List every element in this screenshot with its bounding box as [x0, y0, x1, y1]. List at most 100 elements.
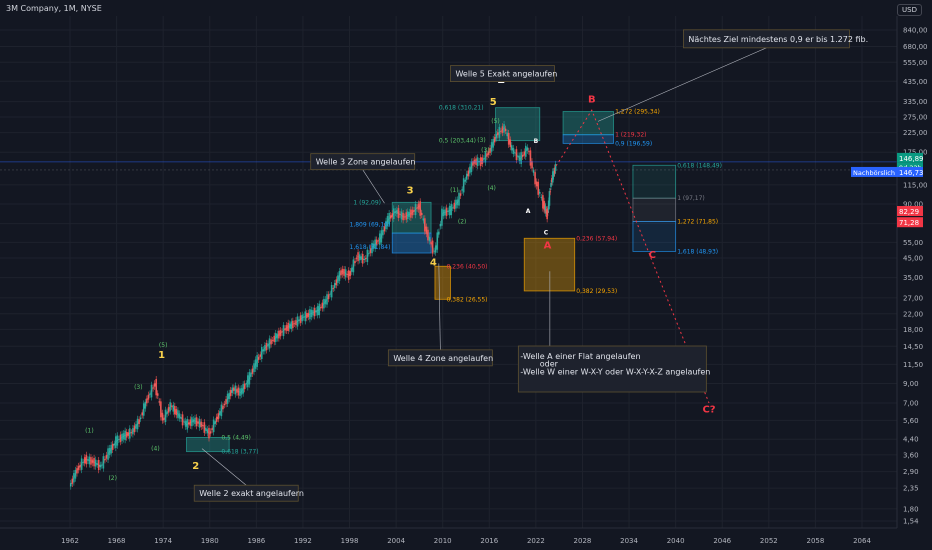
fib-label: 1,618 (48,93) — [677, 248, 718, 255]
candle-body — [448, 205, 451, 216]
candle-body — [504, 128, 507, 131]
fib-zone — [186, 437, 230, 453]
candle-body — [515, 149, 518, 161]
price-tag — [897, 217, 923, 228]
candle-body — [318, 303, 321, 316]
candle-body — [146, 398, 148, 404]
y-tick-label: 175,00 — [903, 149, 928, 157]
candle-body — [234, 385, 237, 395]
candle-body — [492, 138, 494, 148]
candle-body — [214, 421, 216, 424]
candle-body — [343, 269, 345, 276]
annotation-box — [310, 153, 416, 171]
candle-body — [251, 368, 254, 374]
candle-body — [101, 464, 103, 466]
candle-body — [452, 207, 454, 209]
candle-body — [526, 147, 529, 151]
candle-body — [268, 338, 271, 349]
candle-body — [113, 443, 116, 446]
wave-label: 5 — [490, 97, 497, 108]
candle-body — [110, 444, 112, 454]
x-tick-label: 2016 — [480, 537, 498, 545]
candle-body — [410, 209, 412, 218]
candle-body — [528, 150, 530, 152]
candle-body — [108, 447, 111, 456]
candle-body — [271, 340, 274, 341]
y-tick-label: 555,00 — [903, 59, 928, 67]
candle-body — [464, 179, 467, 182]
candle-body — [220, 404, 223, 417]
annotation-text: -Welle A einer Flat angelaufen — [520, 352, 640, 361]
wave-label: B — [534, 138, 539, 145]
currency-button[interactable]: USD — [897, 4, 922, 16]
candle-body — [462, 178, 465, 193]
candle-body — [186, 419, 189, 430]
y-tick-label: 35,00 — [903, 274, 923, 282]
candle-body — [518, 155, 521, 161]
candle-body — [127, 432, 130, 436]
candle-body — [223, 403, 226, 406]
candle-body — [177, 410, 179, 418]
candle-body — [507, 132, 510, 145]
y-tick-label: 335,00 — [903, 98, 928, 106]
candle-body — [514, 152, 516, 154]
candle-body — [458, 192, 460, 206]
candle-body — [265, 342, 268, 351]
candle-body — [226, 393, 229, 404]
wave-label: C? — [702, 404, 715, 415]
candle-body — [111, 443, 114, 450]
wave-label: C — [544, 229, 549, 236]
candle-body — [198, 419, 201, 428]
candle-body — [352, 259, 355, 273]
candle-body — [212, 419, 215, 433]
candle-body — [554, 163, 557, 171]
candle-body — [369, 248, 372, 254]
candle-body — [287, 322, 289, 331]
candle-body — [481, 157, 484, 164]
y-tick-label: 55,00 — [903, 239, 923, 247]
candle-body — [293, 323, 296, 325]
y-tick-label: 18,00 — [903, 326, 923, 334]
candle-body — [389, 215, 392, 219]
candle-body — [262, 349, 265, 352]
candle-body — [358, 254, 361, 261]
candle-body — [115, 436, 117, 448]
candle-body — [375, 239, 378, 246]
y-tick-label: 5,60 — [903, 417, 919, 425]
wave-label: (5) — [491, 118, 500, 125]
candle-body — [295, 320, 297, 326]
annotation-box — [517, 345, 707, 393]
candle-body — [315, 310, 317, 313]
candle-body — [520, 152, 522, 164]
candle-body — [546, 208, 548, 220]
candle-body — [431, 240, 434, 254]
candle-body — [91, 459, 94, 464]
x-tick-label: 1998 — [341, 537, 359, 545]
candle-body — [503, 124, 505, 133]
candle-body — [450, 203, 453, 216]
candle-body — [397, 208, 400, 219]
candle-body — [276, 333, 279, 339]
y-tick-label: 11,50 — [903, 361, 923, 369]
candle-body — [135, 424, 137, 429]
candle-body — [544, 205, 547, 214]
candle-body — [260, 347, 263, 360]
y-tick-label: 45,00 — [903, 255, 923, 263]
candle-body — [392, 208, 395, 220]
fib-label: 0,618 (148,49) — [677, 162, 722, 169]
candle-body — [329, 293, 331, 295]
candle-body — [239, 388, 241, 396]
candle-body — [79, 464, 81, 468]
candle-body — [538, 192, 541, 194]
fib-label: 0,382 (29,53) — [576, 288, 617, 295]
x-tick-label: 1992 — [294, 537, 312, 545]
x-tick-label: 2052 — [760, 537, 778, 545]
y-tick-label: 27,00 — [903, 294, 923, 302]
candle-body — [152, 387, 154, 389]
candle-body — [296, 316, 299, 327]
candle-body — [540, 197, 543, 198]
x-tick-label: 2034 — [620, 537, 638, 545]
candle-body — [242, 384, 244, 394]
candle-body — [90, 457, 92, 465]
